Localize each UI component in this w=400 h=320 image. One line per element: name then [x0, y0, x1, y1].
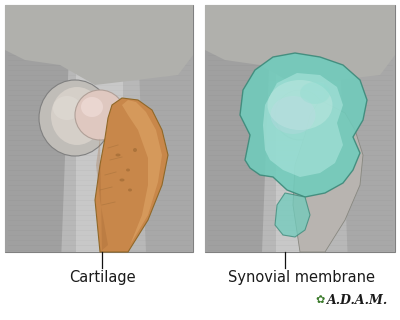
Bar	[5, 5, 193, 252]
Text: Cartilage: Cartilage	[69, 270, 135, 285]
Bar	[276, 5, 324, 252]
Polygon shape	[5, 5, 71, 252]
Ellipse shape	[53, 96, 81, 120]
Ellipse shape	[300, 82, 330, 104]
Polygon shape	[338, 5, 395, 252]
Ellipse shape	[81, 97, 103, 117]
Ellipse shape	[270, 96, 316, 134]
Ellipse shape	[133, 148, 137, 152]
Ellipse shape	[75, 90, 125, 140]
Polygon shape	[122, 100, 162, 245]
Polygon shape	[205, 5, 395, 85]
Bar	[76, 5, 122, 252]
Polygon shape	[5, 5, 193, 85]
Text: A.D.A.M.: A.D.A.M.	[327, 293, 389, 307]
Polygon shape	[137, 5, 193, 252]
Polygon shape	[263, 73, 343, 177]
Polygon shape	[95, 98, 168, 252]
Ellipse shape	[126, 169, 130, 172]
Ellipse shape	[39, 80, 111, 156]
Ellipse shape	[128, 188, 132, 191]
Ellipse shape	[51, 87, 103, 145]
Text: Synovial membrane: Synovial membrane	[228, 270, 376, 285]
Ellipse shape	[116, 154, 120, 156]
Polygon shape	[96, 138, 108, 252]
Polygon shape	[275, 193, 310, 237]
Ellipse shape	[268, 80, 332, 130]
Ellipse shape	[275, 90, 325, 140]
Polygon shape	[240, 53, 367, 197]
Polygon shape	[293, 100, 363, 252]
Polygon shape	[205, 5, 272, 252]
Text: ✿: ✿	[315, 295, 325, 305]
Ellipse shape	[120, 179, 124, 181]
Bar	[205, 5, 395, 252]
